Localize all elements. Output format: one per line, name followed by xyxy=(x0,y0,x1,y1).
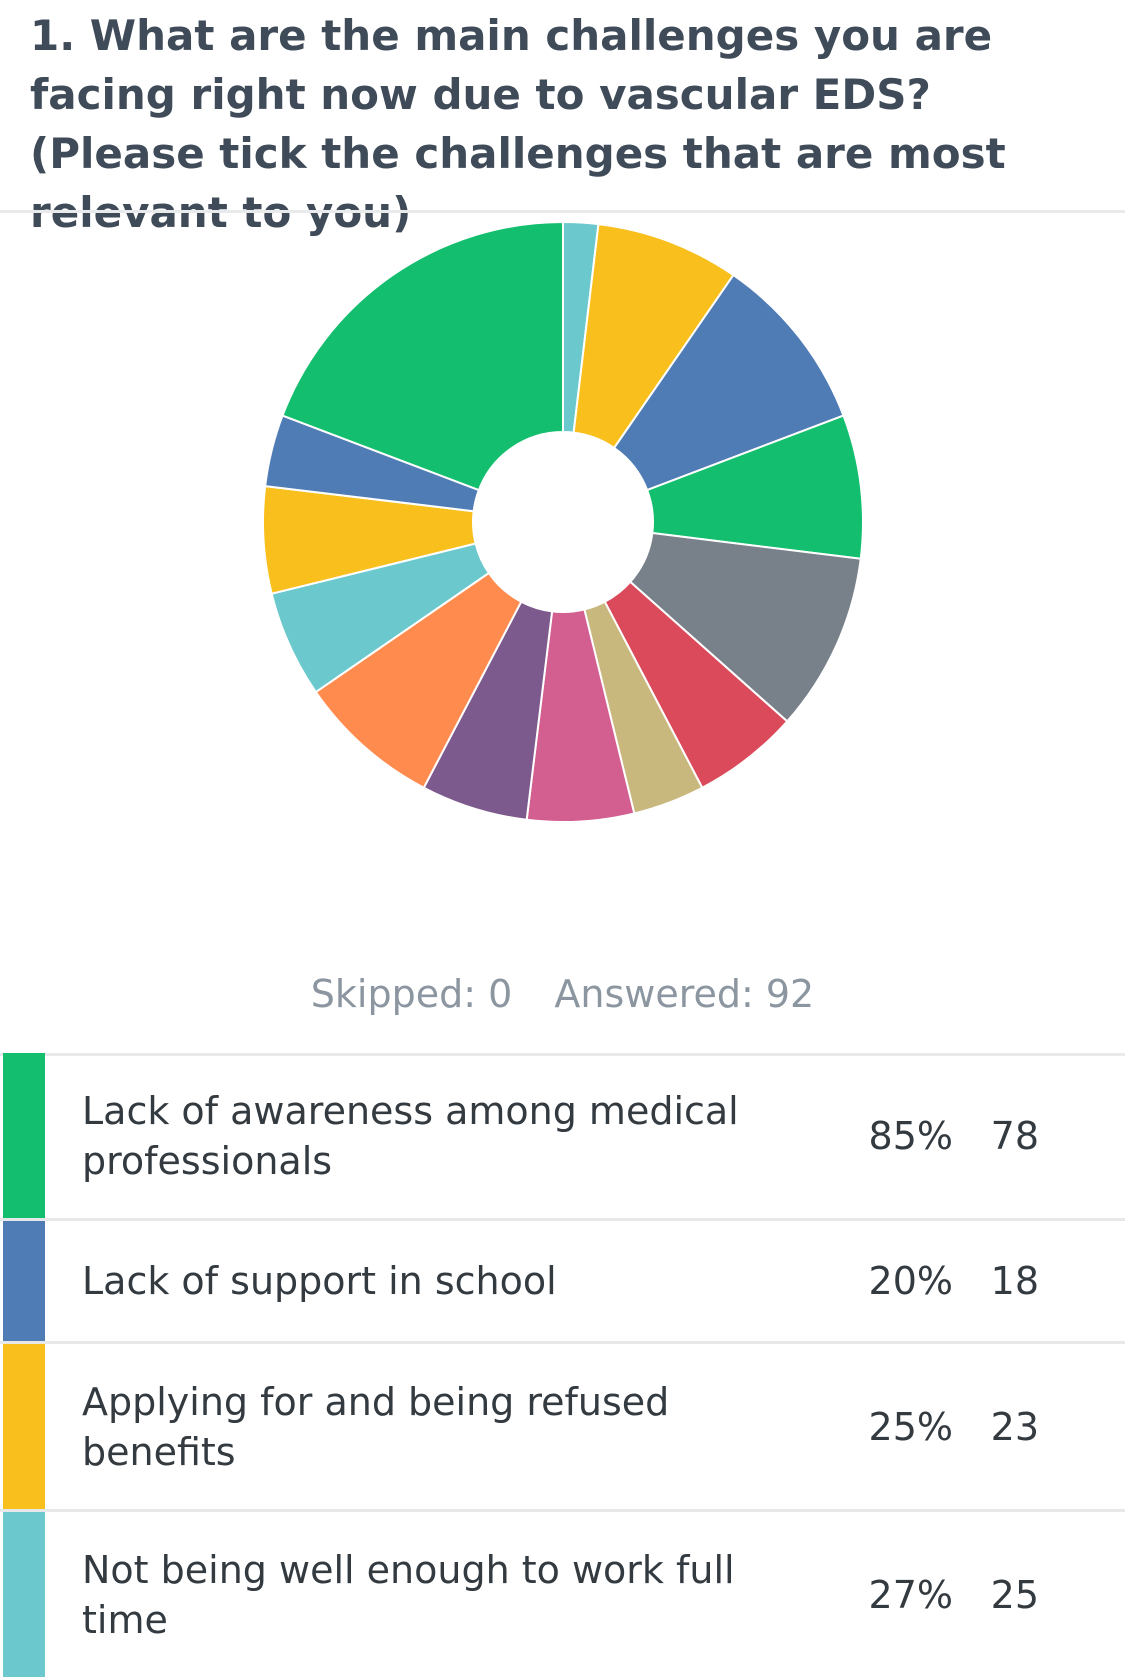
question-title: 1. What are the main challenges you are … xyxy=(30,11,1006,237)
answer-percent: 27% xyxy=(868,1572,953,1617)
divider xyxy=(0,1053,1125,1056)
skipped-count: Skipped: 0 xyxy=(310,972,513,1016)
answer-count: 78 xyxy=(990,1113,1039,1158)
answer-row: Lack of awareness among medical professi… xyxy=(0,1053,1125,1221)
color-swatch xyxy=(3,1221,45,1341)
answer-table: Lack of awareness among medical professi… xyxy=(0,1053,1125,1677)
answer-percent: 25% xyxy=(868,1404,953,1449)
color-swatch xyxy=(3,1053,45,1218)
divider xyxy=(0,210,1125,213)
answer-label: Applying for and being refused benefits xyxy=(82,1379,670,1474)
donut-slice xyxy=(628,531,862,723)
answer-percent: 20% xyxy=(868,1259,953,1303)
answer-count: 25 xyxy=(990,1572,1039,1617)
answer-label: Lack of support in school xyxy=(82,1259,557,1303)
answer-row: Applying for and being refused benefits … xyxy=(0,1344,1125,1512)
answer-count: 18 xyxy=(990,1259,1039,1303)
answer-count: 23 xyxy=(990,1404,1039,1449)
answer-label: Lack of awareness among medical professi… xyxy=(82,1088,739,1183)
donut-slice xyxy=(645,414,864,560)
donut-slice xyxy=(314,571,523,790)
color-swatch xyxy=(3,1512,45,1677)
answer-row: Lack of support in school 20% 18 xyxy=(0,1221,1125,1344)
answer-row: Not being well enough to work full time … xyxy=(0,1512,1125,1677)
answer-percent: 85% xyxy=(868,1113,953,1158)
response-stats: Skipped: 0 Answered: 92 xyxy=(0,972,1125,1016)
donut-slice xyxy=(572,222,735,450)
answered-count: Answered: 92 xyxy=(554,972,815,1016)
donut-chart xyxy=(262,220,864,823)
answer-label: Not being well enough to work full time xyxy=(82,1547,735,1642)
color-swatch xyxy=(3,1344,45,1509)
donut-slice xyxy=(281,220,564,492)
